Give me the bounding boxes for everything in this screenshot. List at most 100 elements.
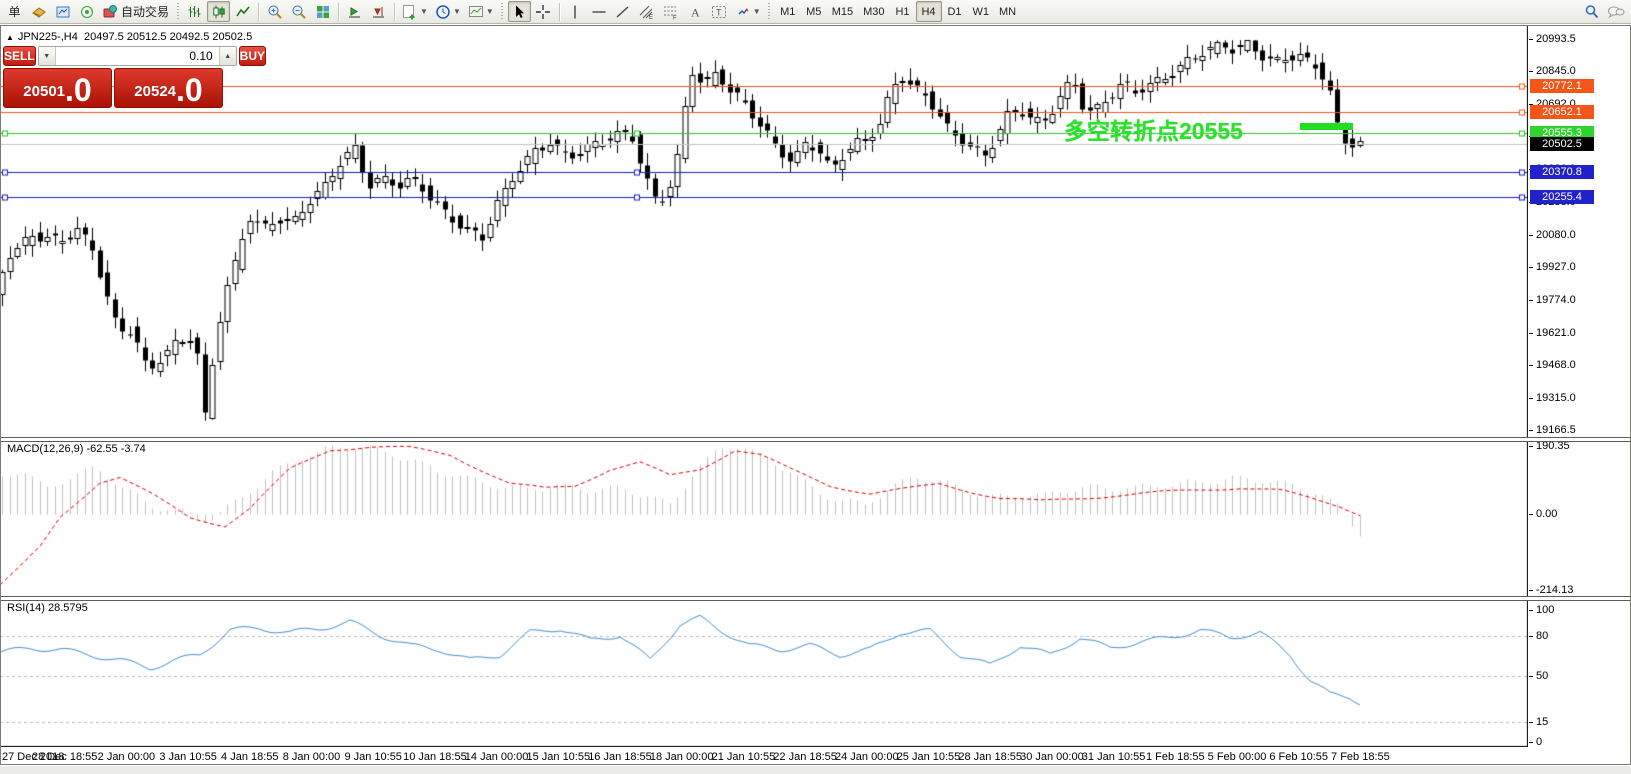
bar-chart-button[interactable]: [183, 1, 206, 22]
panel-separator-macd[interactable]: [0, 437, 1631, 442]
auto-scroll-button[interactable]: [343, 1, 366, 22]
new-order-icon[interactable]: [27, 1, 50, 22]
trendline-button[interactable]: [612, 1, 635, 22]
search-button[interactable]: [1580, 1, 1603, 22]
price-level-label: 20652.1: [1530, 105, 1594, 119]
time-tick-label: 21 Jan 10:55: [711, 751, 776, 763]
dropdown-caret-icon: ▼: [752, 7, 761, 16]
zoom-out-button[interactable]: [287, 1, 310, 22]
add-indicator-button[interactable]: ▼: [399, 1, 431, 22]
text-label-button[interactable]: T: [708, 1, 731, 22]
timeframe-button-m15[interactable]: M15: [831, 5, 854, 18]
timeframe-button-h4[interactable]: H4: [915, 1, 942, 22]
price-tick-label-mark: [1529, 235, 1533, 236]
candlestick-chart-button[interactable]: [207, 1, 231, 22]
price-tick-label: 20993.5: [1536, 33, 1576, 45]
svg-text:F: F: [673, 15, 677, 20]
price-tick-label: 20080.0: [1536, 229, 1576, 241]
toolbar-separator: [338, 2, 340, 21]
time-tick-label: 9 Jan 10:55: [344, 751, 402, 763]
macd-tick-label: 0.00: [1536, 508, 1558, 520]
rsi-tick-label-mark: [1529, 722, 1533, 723]
zoom-in-button[interactable]: [263, 1, 286, 22]
time-tick-label: 28 Jan 18:55: [958, 751, 1022, 763]
toolbar-grip: [766, 2, 772, 21]
time-tick-label: 2 Jan 00:00: [97, 751, 156, 763]
timeframe-button-m30[interactable]: M30: [863, 5, 885, 18]
price-tick-label-mark: [1529, 333, 1533, 334]
sell-button[interactable]: SELL: [3, 46, 36, 66]
vertical-line-button[interactable]: [564, 1, 587, 22]
dropdown-caret-icon: ▼: [420, 7, 428, 16]
timeframe-group: M1 M5 M15 M30 H1 H4 D1 W1 MN: [775, 1, 1021, 22]
time-tick-label: 15 Jan 10:55: [526, 751, 591, 763]
equidistant-channel-button[interactable]: E: [636, 1, 659, 22]
buy-price-box[interactable]: 20524.0: [114, 68, 223, 108]
price-tick-label: 19315.0: [1536, 392, 1576, 404]
timeframe-button-m1[interactable]: M1: [780, 5, 796, 18]
time-tick-label: 3 Jan 10:55: [159, 751, 217, 763]
time-tick-label: 8 Jan 00:00: [282, 751, 341, 763]
price-level-label: 20555.3: [1530, 126, 1594, 140]
pivot-annotation-bar[interactable]: [1300, 123, 1353, 130]
timeframe-button-m5[interactable]: M5: [806, 5, 822, 18]
time-axis[interactable]: 27 Dec 2018 28 Dec 18:55 2 Jan 00:00 3 Jan …: [0, 747, 1631, 766]
chat-bubbles-icon: [1608, 6, 1625, 18]
signals-button[interactable]: [75, 1, 98, 22]
rsi-tick-label: 50: [1536, 670, 1549, 682]
price-tick-label: 19166.5: [1536, 424, 1576, 436]
line-chart-button[interactable]: [231, 1, 254, 22]
price-tick-label-mark: [1529, 267, 1533, 268]
price-chart-canvas[interactable]: [0, 24, 1528, 752]
timeframe-button-d1[interactable]: D1: [947, 5, 962, 18]
zoom-in-icon: [268, 5, 282, 19]
toolbar-grip: [175, 2, 181, 21]
rsi-tick-label: 80: [1536, 630, 1549, 642]
buy-button[interactable]: BUY: [238, 46, 267, 66]
volume-input[interactable]: [55, 47, 219, 65]
volume-spinner: ▼ ▲: [37, 46, 237, 66]
time-tick-label: 1 Feb 18:55: [1145, 751, 1205, 763]
rsi-tick-label-mark: [1529, 742, 1533, 743]
volume-decrease-button[interactable]: ▼: [38, 47, 56, 65]
time-tick-label: 28 Dec 18:55: [31, 751, 98, 763]
horizontal-line-button[interactable]: [588, 1, 611, 22]
crosshair-button[interactable]: [532, 1, 555, 22]
sell-price-main: 20501: [23, 83, 66, 100]
chart-shift-button[interactable]: [367, 1, 390, 22]
rsi-tick-label-mark: [1529, 610, 1533, 611]
fibonacci-button[interactable]: F: [660, 1, 683, 22]
macd-indicator-label: MACD(12,26,9) -62.55 -3.74: [7, 443, 146, 455]
text-a-icon: A: [691, 5, 700, 19]
price-axis[interactable]: 20993.520845.020692.020539.020386.020233…: [1529, 24, 1631, 748]
dropdown-caret-icon: ▼: [485, 7, 494, 16]
arrows-button[interactable]: ▼: [732, 1, 764, 22]
price-tick-label-mark: [1529, 398, 1533, 399]
sell-price-box[interactable]: 20501.0: [3, 68, 112, 108]
periods-button[interactable]: ▼: [432, 1, 464, 22]
timeframe-button-w1[interactable]: W1: [972, 5, 990, 18]
timeframe-button-mn[interactable]: MN: [999, 5, 1017, 18]
pivot-annotation-text[interactable]: 多空转折点20555: [1064, 118, 1243, 144]
chat-button[interactable]: [1604, 1, 1628, 22]
macd-tick-label-mark: [1529, 514, 1533, 515]
order-button[interactable]: 单: [3, 1, 26, 22]
window-bottom-strip: [0, 766, 1631, 774]
tile-windows-button[interactable]: [311, 1, 334, 22]
vertical-line-icon: [574, 5, 576, 18]
time-tick-label: 6 Feb 10:55: [1269, 751, 1329, 763]
market-watch-button[interactable]: [51, 1, 74, 22]
rsi-tick-label-mark: [1529, 676, 1533, 677]
current-price-label: 20502.5: [1530, 137, 1594, 151]
volume-increase-button[interactable]: ▲: [218, 47, 236, 65]
one-click-collapse-icon[interactable]: ▲: [6, 33, 14, 42]
panel-separator-rsi[interactable]: [0, 596, 1631, 601]
toolbar-separator: [394, 2, 396, 21]
timeframe-button-h1[interactable]: H1: [895, 5, 910, 18]
sell-price-big: .0: [65, 72, 92, 108]
cursor-button[interactable]: [507, 1, 531, 22]
autotrading-button[interactable]: 自动交易: [99, 1, 172, 22]
toolbar-separator: [558, 2, 560, 21]
templates-button[interactable]: ▼: [465, 1, 497, 22]
text-button[interactable]: A: [684, 1, 707, 22]
